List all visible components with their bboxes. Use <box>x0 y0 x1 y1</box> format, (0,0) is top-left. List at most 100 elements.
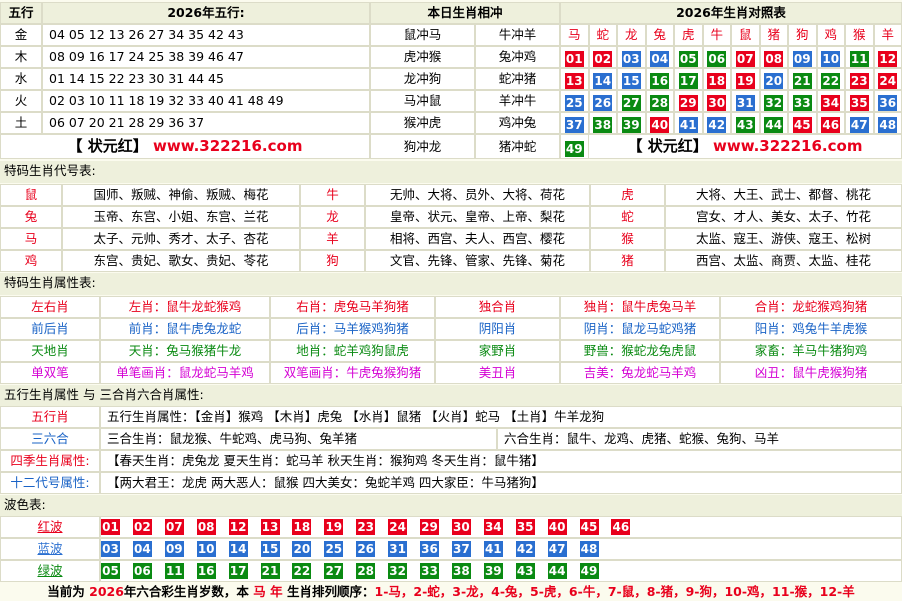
number-ball: 22 <box>821 73 841 89</box>
number-ball: 19 <box>735 73 755 89</box>
attribute-cell: 前肖：鼠牛虎兔龙蛇 <box>100 318 270 340</box>
number-ball: 23 <box>849 73 869 89</box>
number-ball: 26 <box>356 541 376 557</box>
attribute-cell: 天地肖 <box>0 340 100 362</box>
zodiac-label: 兔 <box>0 206 62 228</box>
clash: 鼠冲马 <box>370 24 475 46</box>
element-numbers: 06 07 20 21 28 29 36 37 <box>42 112 370 134</box>
zodiac-codes: 国师、叛贼、神偷、叛贼、梅花 <box>62 184 300 206</box>
number-ball: 40 <box>547 519 567 535</box>
zodiac-codes: 太子、元帅、秀才、太子、杏花 <box>62 228 300 250</box>
zodiac-header: 鸡 <box>816 24 845 46</box>
attribute-cell: 左肖：鼠牛龙蛇猴鸡 <box>100 296 270 318</box>
number-ball: 18 <box>707 73 727 89</box>
number-ball: 04 <box>132 541 152 557</box>
attribute-cell: 独合肖 <box>435 296 560 318</box>
number-cell: 39 <box>617 112 646 134</box>
number-ball: 13 <box>260 519 280 535</box>
row-label: 三六合 <box>0 428 100 450</box>
zodiac-header: 羊 <box>873 24 902 46</box>
number-ball: 46 <box>611 519 631 535</box>
zodiac-label: 猴 <box>590 228 665 250</box>
zodiac-header: 蛇 <box>588 24 617 46</box>
element-numbers: 01 14 15 22 23 30 31 44 45 <box>42 68 370 90</box>
number-cell: 15 <box>617 68 646 90</box>
attribute-cell: 独肖：鼠牛虎兔马羊 <box>560 296 720 318</box>
zodiac-codes: 东宫、贵妃、歌女、贵妃、苓花 <box>62 250 300 272</box>
number-cell: 20 <box>759 68 788 90</box>
number-ball: 25 <box>324 541 344 557</box>
wave-row: 05 06 11 16 17 21 22 27 28 32 33 38 39 43 44 49 <box>100 560 902 582</box>
attribute-cell: 凶丑：鼠牛虎猴狗猪 <box>720 362 902 384</box>
number-cell: 32 <box>759 90 788 112</box>
number-ball: 28 <box>650 95 670 111</box>
number-ball: 45 <box>792 117 812 133</box>
number-ball: 42 <box>707 117 727 133</box>
number-ball: 44 <box>764 117 784 133</box>
zodiac-codes: 大将、大王、武士、都督、桃花 <box>665 184 902 206</box>
number-ball: 32 <box>764 95 784 111</box>
zodiac-label: 虎 <box>590 184 665 206</box>
number-ball: 09 <box>792 51 812 67</box>
row-content: 三合生肖：鼠龙猴、牛蛇鸡、虎马狗、兔羊猪 <box>100 428 497 450</box>
number-ball: 33 <box>420 563 439 579</box>
number-ball: 39 <box>621 117 641 133</box>
promo-cell: 【 状元红】 www.322216.com <box>588 134 902 159</box>
attribute-cell: 左右肖 <box>0 296 100 318</box>
number-ball: 43 <box>515 563 535 579</box>
number-cell: 16 <box>645 68 674 90</box>
number-cell: 10 <box>816 46 845 68</box>
wave-label: 红波 <box>0 516 100 538</box>
number-cell: 41 <box>674 112 703 134</box>
number-ball: 04 <box>650 51 670 67</box>
header-cell: 五行 <box>0 2 42 24</box>
zodiac-codes: 玉帝、东宫、小姐、东宫、兰花 <box>62 206 300 228</box>
number-cell: 11 <box>845 46 874 68</box>
number-cell: 25 <box>560 90 589 112</box>
attribute-cell: 单双笔 <box>0 362 100 384</box>
element-label: 木 <box>0 46 42 68</box>
number-cell: 03 <box>617 46 646 68</box>
attribute-cell: 双笔画肖：牛虎兔猴狗猪 <box>270 362 435 384</box>
row-label: 四季生肖属性: <box>0 450 100 472</box>
number-cell: 42 <box>702 112 731 134</box>
number-ball: 43 <box>735 117 755 133</box>
zodiac-label: 猪 <box>590 250 665 272</box>
number-ball: 27 <box>621 95 641 111</box>
row-label: 十二代号属性: <box>0 472 100 494</box>
number-ball: 10 <box>196 541 216 557</box>
element-label: 土 <box>0 112 42 134</box>
number-ball: 40 <box>650 117 670 133</box>
attribute-cell: 地肖：蛇羊鸡狗鼠虎 <box>270 340 435 362</box>
number-ball: 42 <box>515 541 535 557</box>
zodiac-header: 猪 <box>759 24 788 46</box>
number-cell: 45 <box>788 112 817 134</box>
number-cell: 47 <box>845 112 874 134</box>
element-label: 水 <box>0 68 42 90</box>
number-ball: 34 <box>483 519 503 535</box>
clash: 兔冲鸡 <box>475 46 560 68</box>
number-cell: 13 <box>560 68 589 90</box>
number-ball: 10 <box>821 51 841 67</box>
clash: 狗冲龙 <box>370 134 475 159</box>
number-cell: 27 <box>617 90 646 112</box>
number-ball: 48 <box>579 541 599 557</box>
number-cell: 02 <box>588 46 617 68</box>
number-ball: 31 <box>735 95 755 111</box>
wave-row: 03 04 09 10 14 15 20 25 26 31 36 37 41 42 47 48 <box>100 538 902 560</box>
number-ball: 37 <box>451 541 471 557</box>
zodiac-label: 鸡 <box>0 250 62 272</box>
number-cell: 01 <box>560 46 589 68</box>
zodiac-codes: 西宫、太监、商贾、太监、桂花 <box>665 250 902 272</box>
number-cell: 30 <box>702 90 731 112</box>
number-ball: 03 <box>621 51 641 67</box>
number-ball: 35 <box>515 519 535 535</box>
number-ball: 06 <box>707 51 727 67</box>
number-ball: 03 <box>101 541 120 557</box>
number-cell: 28 <box>645 90 674 112</box>
attribute-cell: 阳肖：鸡兔牛羊虎猴 <box>720 318 902 340</box>
number-cell: 12 <box>873 46 902 68</box>
number-cell: 43 <box>731 112 760 134</box>
zodiac-label: 鼠 <box>0 184 62 206</box>
number-ball: 18 <box>292 519 312 535</box>
